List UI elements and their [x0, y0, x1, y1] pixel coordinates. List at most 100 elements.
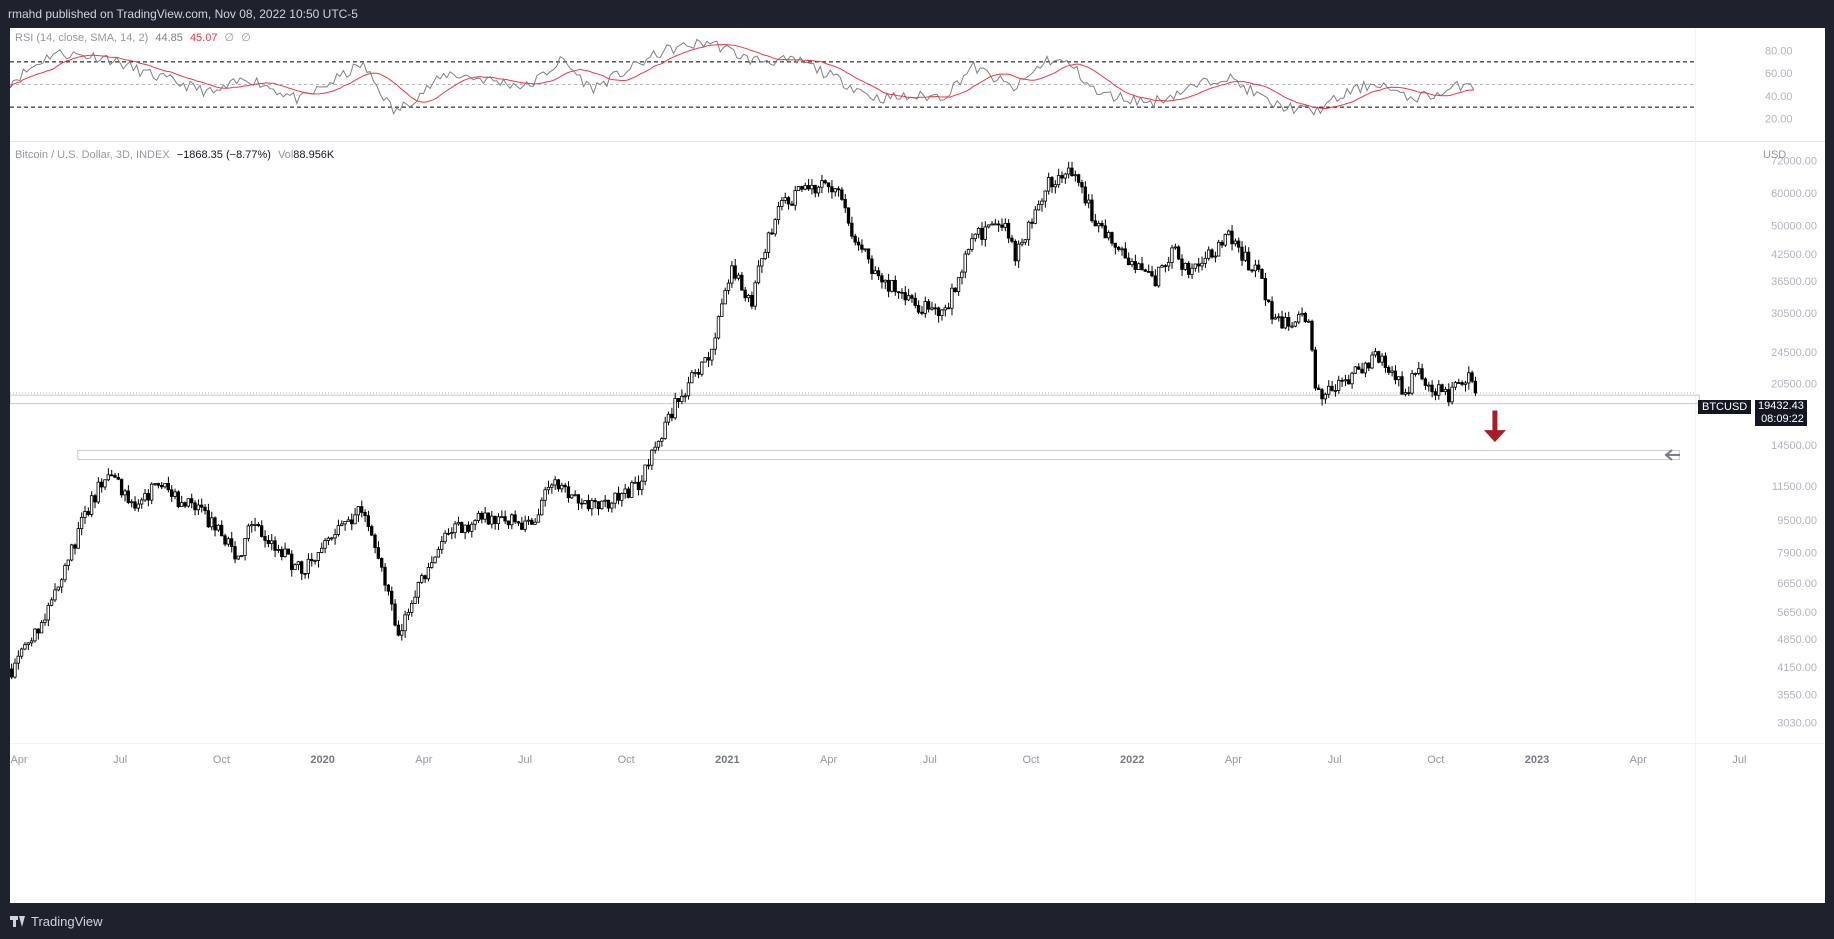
candle[interactable]	[1123, 242, 1127, 259]
candle[interactable]	[239, 555, 244, 558]
candle[interactable]	[59, 577, 64, 593]
candle[interactable]	[550, 483, 554, 494]
candle[interactable]	[1013, 239, 1017, 266]
time-axis[interactable]: Apr Jul Oct 2020 Apr Jul Oct 2021 Apr Jul Oct 2022 A…	[10, 754, 1746, 766]
candle[interactable]	[286, 548, 290, 555]
candle[interactable]	[86, 507, 90, 517]
candle[interactable]	[580, 498, 584, 509]
candle[interactable]	[1203, 251, 1207, 268]
candle[interactable]	[1200, 256, 1204, 271]
candle[interactable]	[536, 508, 541, 523]
candle[interactable]	[400, 623, 404, 641]
candle[interactable]	[406, 608, 411, 621]
candle[interactable]	[476, 510, 481, 523]
candle[interactable]	[1076, 173, 1081, 187]
candle[interactable]	[810, 179, 814, 195]
candle[interactable]	[1283, 312, 1287, 330]
candle[interactable]	[553, 476, 557, 490]
annotations[interactable]	[1483, 410, 1680, 461]
candle[interactable]	[766, 231, 771, 258]
candle[interactable]	[1316, 384, 1321, 391]
candle[interactable]	[1090, 194, 1094, 223]
candle[interactable]	[36, 628, 40, 640]
candle[interactable]	[1213, 251, 1217, 263]
candle[interactable]	[1186, 261, 1191, 279]
candle[interactable]	[186, 498, 190, 508]
candle[interactable]	[1293, 321, 1297, 328]
candle[interactable]	[209, 511, 214, 531]
candle[interactable]	[693, 369, 697, 377]
candle[interactable]	[800, 185, 804, 193]
candle[interactable]	[566, 481, 571, 503]
candle[interactable]	[1350, 371, 1354, 389]
candle[interactable]	[943, 304, 947, 317]
candle[interactable]	[1146, 264, 1151, 273]
candle[interactable]	[726, 279, 731, 295]
candle[interactable]	[1360, 362, 1364, 374]
candle[interactable]	[1256, 259, 1261, 273]
candle[interactable]	[583, 500, 587, 505]
candle[interactable]	[440, 535, 444, 554]
candle[interactable]	[383, 563, 387, 592]
candle[interactable]	[723, 287, 727, 305]
candle[interactable]	[143, 488, 147, 503]
candle[interactable]	[259, 520, 264, 538]
candle[interactable]	[336, 519, 341, 537]
candle[interactable]	[1083, 181, 1087, 206]
candle[interactable]	[1040, 198, 1044, 212]
candle[interactable]	[420, 573, 424, 584]
candle[interactable]	[500, 510, 504, 519]
candle[interactable]	[913, 292, 917, 309]
candle[interactable]	[43, 613, 47, 626]
candle[interactable]	[306, 553, 310, 579]
left-arrow-icon[interactable]	[1664, 449, 1680, 461]
candle[interactable]	[1116, 245, 1121, 252]
candle[interactable]	[480, 511, 484, 524]
candle[interactable]	[653, 441, 657, 454]
candle[interactable]	[1263, 272, 1267, 307]
candle[interactable]	[916, 300, 921, 315]
candle[interactable]	[330, 536, 334, 541]
candle[interactable]	[590, 498, 594, 516]
candle[interactable]	[843, 193, 847, 213]
candle[interactable]	[483, 506, 487, 523]
candle[interactable]	[626, 486, 631, 499]
candle[interactable]	[56, 586, 60, 592]
candle[interactable]	[1003, 218, 1007, 232]
candle[interactable]	[229, 531, 234, 553]
candle[interactable]	[503, 510, 507, 524]
candle[interactable]	[1383, 352, 1388, 373]
candle[interactable]	[1460, 380, 1464, 387]
candle[interactable]	[596, 501, 601, 516]
candle[interactable]	[1473, 376, 1478, 396]
candle[interactable]	[1033, 206, 1037, 225]
candle[interactable]	[1183, 262, 1187, 271]
candle[interactable]	[973, 233, 977, 242]
candle[interactable]	[1016, 240, 1021, 268]
candle[interactable]	[453, 520, 457, 539]
candle[interactable]	[700, 361, 704, 377]
candle[interactable]	[370, 524, 374, 537]
candle[interactable]	[1463, 380, 1468, 392]
candle[interactable]	[430, 556, 434, 569]
candle[interactable]	[633, 476, 637, 484]
candle[interactable]	[860, 239, 864, 253]
candle[interactable]	[676, 397, 681, 408]
candle[interactable]	[846, 207, 851, 226]
candle[interactable]	[870, 255, 874, 280]
candle[interactable]	[366, 510, 371, 532]
candle[interactable]	[119, 478, 124, 498]
candle[interactable]	[650, 449, 654, 470]
candle[interactable]	[1336, 375, 1341, 394]
candle[interactable]	[1120, 246, 1124, 256]
candle[interactable]	[9, 663, 14, 680]
candle[interactable]	[1310, 319, 1314, 352]
candle[interactable]	[630, 480, 634, 498]
candle[interactable]	[1320, 387, 1324, 406]
candle[interactable]	[970, 233, 974, 252]
candle[interactable]	[490, 511, 494, 529]
candle[interactable]	[136, 499, 140, 512]
candle[interactable]	[1036, 200, 1041, 211]
candle[interactable]	[1196, 257, 1201, 273]
candle[interactable]	[1113, 242, 1117, 255]
